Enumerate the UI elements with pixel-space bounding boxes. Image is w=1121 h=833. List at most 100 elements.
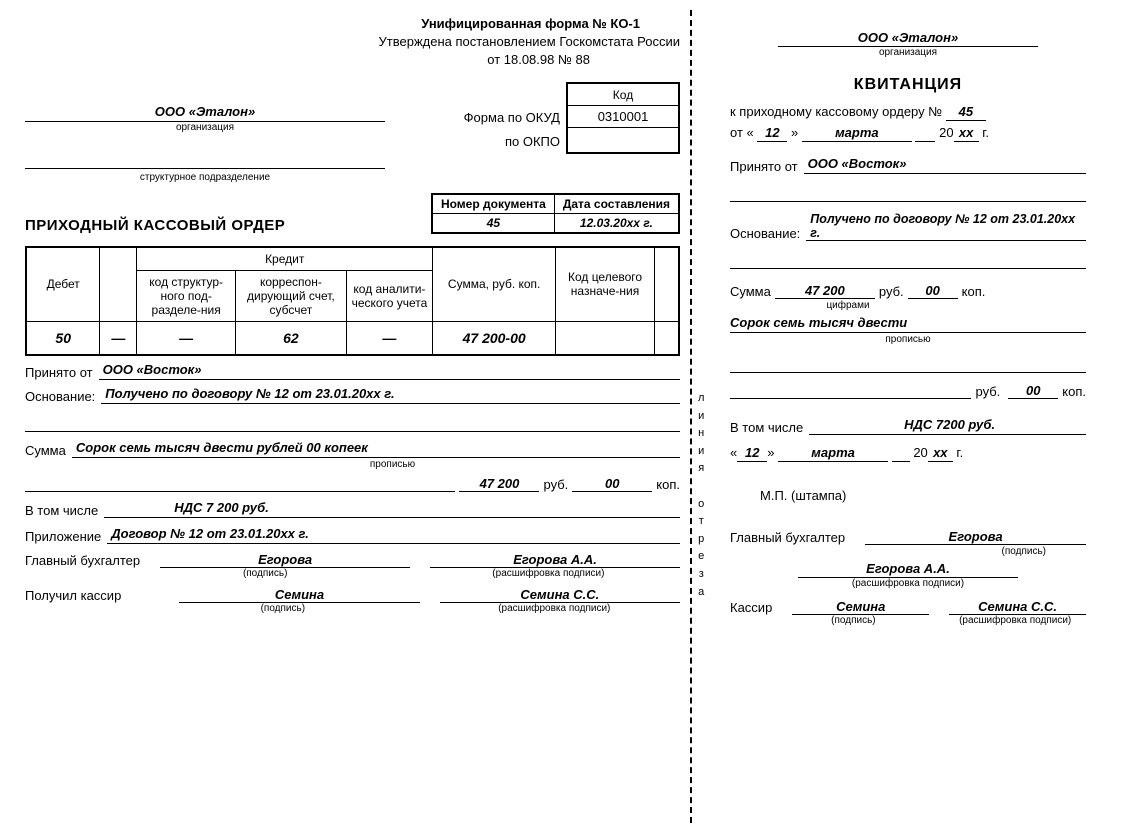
- incl-field: В том числе НДС 7 200 руб.: [25, 500, 680, 518]
- stub-kop-line: руб. 00 коп.: [730, 381, 1086, 399]
- stub-chief-sig: Егорова: [865, 529, 1086, 545]
- dec-sublabel: (расшифровка подписи): [417, 568, 680, 579]
- attach-field: Приложение Договор № 12 от 23.01.20хх г.: [25, 526, 680, 544]
- stub-kop2: 00: [1008, 383, 1058, 399]
- stub-order-num: 45: [946, 104, 986, 121]
- stub-month: марта: [802, 125, 912, 142]
- okpo-value: [568, 128, 678, 150]
- stub-from-line2: [730, 184, 1086, 202]
- cashier-signature: Семина: [179, 587, 419, 603]
- stub-day: 12: [757, 125, 787, 142]
- td-target: [556, 321, 655, 355]
- org-sublabel: организация: [25, 122, 385, 133]
- attach-value: Договор № 12 от 23.01.20хх г.: [107, 526, 680, 544]
- receipt-title: КВИТАНЦИЯ: [730, 76, 1086, 94]
- stub-date-line: от « 12 » марта 20хх г.: [730, 125, 1086, 142]
- th-debit: Дебет: [26, 247, 100, 322]
- org-name: ООО «Эталон»: [25, 104, 385, 122]
- attach-label: Приложение: [25, 529, 107, 544]
- credit-debit-table: Дебет Кредит Сумма, руб. коп. Код целево…: [25, 246, 680, 357]
- basis-value: Получено по договору № 12 от 23.01.20хх …: [101, 386, 680, 404]
- approved-by: Утверждена постановлением Госкомстата Ро…: [25, 33, 680, 51]
- stamp-label: М.П. (штампа): [760, 488, 1086, 503]
- stub-digits-label: цифрами: [730, 300, 1086, 311]
- sum-words: Сорок семь тысяч двести рублей 00 копеек: [72, 440, 680, 458]
- rub-amount: 47 200: [459, 476, 539, 492]
- cut-label-1: линия отреза: [698, 390, 704, 601]
- title-row: ПРИХОДНЫЙ КАССОВЫЙ ОРДЕР Номер документа…: [25, 193, 680, 234]
- doc-num-label: Номер документа: [432, 194, 554, 214]
- td-c3: —: [346, 321, 432, 355]
- stub-from-field: Принято от ООО «Восток»: [730, 156, 1086, 174]
- basis-line2: [25, 414, 680, 432]
- cut-line: линия отреза: [690, 10, 720, 823]
- incl-label: В том числе: [25, 503, 104, 518]
- stub-org-label: организация: [730, 47, 1086, 58]
- stub-month2: марта: [778, 445, 888, 462]
- td-sum: 47 200-00: [433, 321, 556, 355]
- subdiv-label: структурное подразделение: [25, 172, 385, 183]
- doc-num: 45: [432, 213, 554, 233]
- stub-cashier-dec: Семина С.С.: [949, 599, 1086, 615]
- stub-year: хх: [954, 125, 979, 142]
- stub-date2: «12» марта 20хх г.: [730, 445, 1086, 462]
- stub-year2: хх: [928, 445, 953, 462]
- th-c3: код аналити-ческого учета: [346, 270, 432, 321]
- subdiv-value: [25, 151, 385, 169]
- kop-label: коп.: [656, 477, 680, 492]
- cashier-label: Получил кассир: [25, 588, 159, 603]
- stub-kop: 00: [908, 283, 958, 299]
- form-ko1: Унифицированная форма № КО-1 Утверждена …: [0, 0, 1121, 833]
- okud-value: 0310001: [568, 106, 678, 128]
- chief-label: Главный бухгалтер: [25, 553, 140, 568]
- td-blank: —: [100, 321, 137, 355]
- approved-date: от 18.08.98 № 88: [25, 51, 680, 69]
- chief-signature: Егорова: [160, 552, 410, 568]
- basis-label: Основание:: [25, 389, 101, 404]
- th-c1: код структур-ного под-разделе-ния: [137, 270, 236, 321]
- stub-basis-field: Основание: Получено по договору № 12 от …: [730, 212, 1086, 241]
- stub-cashier-sig: Семина: [792, 599, 929, 615]
- sum-words-field: Сумма Сорок семь тысяч двести рублей 00 …: [25, 440, 680, 458]
- cashier-decoding: Семина С.С.: [440, 587, 680, 603]
- td-debit: 50: [26, 321, 100, 355]
- basis-field: Основание: Получено по договору № 12 от …: [25, 386, 680, 404]
- stub-basis-line2: [730, 251, 1086, 269]
- org-block: ООО «Эталон» организация: [25, 104, 385, 133]
- stub-words-line2: [730, 355, 1086, 373]
- stub-sum-digits: Сумма 47 200 руб. 00 коп.: [730, 283, 1086, 299]
- kod-header: Код: [568, 84, 678, 106]
- sig-sublabel: (подпись): [134, 568, 397, 579]
- cashier-sign-row: Получил кассир Семина Семина С.С.: [25, 587, 680, 603]
- kop-amount: 00: [572, 476, 652, 492]
- doc-info-box: Номер документа Дата составления 45 12.0…: [431, 193, 680, 234]
- td-c2: 62: [235, 321, 346, 355]
- from-label: Принято от: [25, 365, 99, 380]
- stub-words-label: прописью: [730, 334, 1086, 345]
- form-header: Унифицированная форма № КО-1 Утверждена …: [25, 15, 680, 70]
- th-blank: [100, 247, 137, 322]
- stub-basis: Получено по договору № 12 от 23.01.20хх …: [806, 212, 1086, 241]
- stub-chief-dec: Егорова А.А.: [798, 561, 1018, 578]
- okpo-label: по ОКПО: [464, 130, 560, 154]
- incl-value: НДС 7 200 руб.: [104, 500, 680, 518]
- stub-from: ООО «Восток»: [804, 156, 1086, 174]
- okud-label: Форма по ОКУД: [464, 106, 560, 130]
- th-sum: Сумма, руб. коп.: [433, 247, 556, 322]
- th-c2: корреспон-дирующий счет, субсчет: [235, 270, 346, 321]
- stub-incl: НДС 7200 руб.: [809, 417, 1086, 435]
- subdiv-block: структурное подразделение: [25, 151, 385, 183]
- main-order: Унифицированная форма № КО-1 Утверждена …: [10, 10, 690, 823]
- td-c1: —: [137, 321, 236, 355]
- sum-label: Сумма: [25, 443, 72, 458]
- rub-label: руб.: [543, 477, 568, 492]
- th-extra: [654, 247, 679, 322]
- chief-decoding: Егорова А.А.: [430, 552, 680, 568]
- td-extra: [654, 321, 679, 355]
- stub-sum-words: Сорок семь тысяч двести: [730, 315, 1086, 333]
- stub-rub: 47 200: [775, 283, 875, 299]
- stub-org: ООО «Эталон»: [778, 30, 1038, 47]
- sum-words-sublabel: прописью: [25, 459, 680, 470]
- from-value: ООО «Восток»: [99, 362, 680, 380]
- receipt-stub: ООО «Эталон» организация КВИТАНЦИЯ к при…: [720, 10, 1111, 823]
